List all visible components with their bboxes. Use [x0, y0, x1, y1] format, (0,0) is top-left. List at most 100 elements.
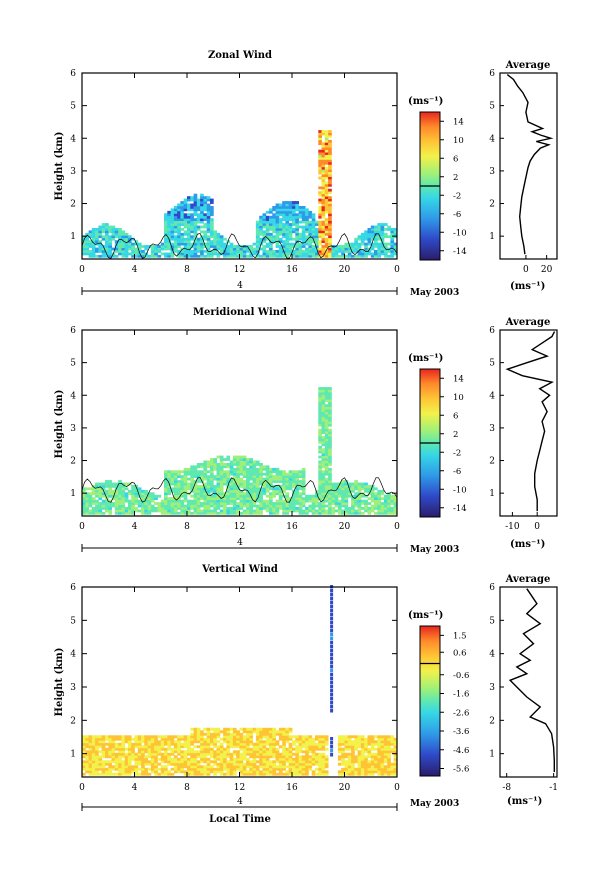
heatmap-cell [262, 770, 267, 774]
heatmap-cell [180, 215, 185, 219]
heatmap-cell [105, 747, 109, 751]
heatmap-cell [259, 747, 263, 751]
heatmap-cell [321, 387, 326, 390]
heatmap-cell [318, 770, 322, 774]
heatmap-cell [269, 247, 273, 251]
heatmap-cell [311, 220, 316, 224]
heatmap-cell [167, 755, 171, 759]
heatmap-cell [193, 502, 198, 505]
heatmap-cell [193, 203, 198, 207]
heatmap-cell [249, 477, 253, 481]
heatmap-cell [210, 485, 214, 488]
heatmap-cell [196, 750, 201, 754]
heatmap-cell [210, 467, 214, 471]
heatmap-cell [255, 467, 260, 471]
heatmap-cell [173, 750, 178, 754]
heatmap-cell [377, 752, 381, 756]
heatmap-cell [282, 760, 286, 764]
heatmap-cell [288, 477, 293, 481]
heatmap-cell [200, 755, 204, 759]
heatmap-cell [108, 765, 112, 769]
heatmap-cell [190, 206, 194, 209]
heatmap-cell [272, 492, 276, 496]
heatmap-cell [200, 752, 204, 756]
heatmap-cell [292, 485, 296, 488]
heatmap-cell [216, 489, 221, 493]
heatmap-cell [367, 752, 372, 756]
heatmap-cell [147, 742, 152, 746]
x-tick-label: 12 [234, 265, 245, 275]
heatmap-cell [98, 482, 103, 486]
heatmap-cell [137, 755, 142, 759]
heatmap-cell [324, 208, 329, 212]
heatmap-cell [95, 755, 99, 759]
heatmap-cell [134, 254, 139, 258]
heatmap-cell [242, 487, 247, 491]
heatmap-cell [351, 250, 355, 253]
heatmap-cell [137, 247, 142, 251]
heatmap-cell [324, 210, 329, 214]
heatmap-cell [370, 742, 375, 746]
heatmap-cell [124, 497, 129, 500]
heatmap-cell [85, 494, 89, 498]
heatmap-cell [108, 750, 112, 754]
heatmap-cell [213, 740, 217, 744]
heatmap-cell [301, 485, 306, 488]
heatmap-cell [387, 755, 391, 759]
heatmap-cell [292, 740, 296, 744]
heatmap-cell [216, 232, 221, 236]
heatmap-cell [170, 475, 175, 478]
heatmap-cell [265, 250, 270, 253]
heatmap-cell [328, 418, 332, 422]
heatmap-cell [262, 487, 267, 491]
heatmap-cell [354, 511, 358, 515]
heatmap-cell [315, 509, 319, 513]
heatmap-cell [124, 250, 129, 253]
heatmap-cell [242, 740, 247, 744]
heatmap-cell [360, 485, 365, 488]
heatmap-cell [200, 502, 204, 505]
heatmap-cell [164, 499, 168, 503]
heatmap-cell [213, 762, 217, 766]
heatmap-cell [259, 742, 263, 746]
heatmap-cell [154, 735, 158, 739]
heatmap-cell [187, 196, 191, 199]
heatmap-cell [193, 750, 198, 754]
heatmap-cell [330, 621, 334, 625]
heatmap-cell [344, 772, 349, 776]
heatmap-cell [177, 757, 181, 761]
heatmap-cell [91, 770, 96, 774]
heatmap-cell [321, 414, 326, 417]
heatmap-cell [292, 509, 296, 513]
heatmap-cell [328, 152, 332, 155]
heatmap-cell [282, 485, 286, 488]
heatmap-cell [321, 228, 326, 231]
heatmap-cell [144, 511, 148, 515]
heatmap-cell [292, 203, 296, 207]
heatmap-cell [255, 487, 260, 491]
heatmap-cell [157, 245, 162, 248]
heatmap-cell [301, 767, 306, 771]
heatmap-cell [321, 237, 326, 241]
heatmap-cell [226, 765, 231, 769]
heatmap-cell [324, 428, 329, 432]
heatmap-cell [229, 752, 234, 756]
heatmap-cell [354, 487, 358, 491]
heatmap-cell [288, 767, 293, 771]
x-tick-label: 8 [184, 783, 190, 793]
heatmap-cell [232, 475, 237, 478]
heatmap-cell [144, 740, 148, 744]
heatmap-cell [193, 240, 198, 243]
heatmap-cell [118, 499, 122, 503]
heatmap-cell [196, 206, 201, 209]
heatmap-cell [150, 252, 155, 256]
heatmap-cell [203, 460, 208, 464]
heatmap-cell [249, 760, 253, 764]
heatmap-cell [173, 502, 178, 505]
heatmap-cell [210, 206, 214, 209]
heatmap-cell [157, 735, 162, 739]
heatmap-cell [193, 489, 198, 493]
heatmap-cell [262, 220, 267, 224]
heatmap-cell [390, 772, 395, 776]
heatmap-cell [203, 745, 208, 749]
